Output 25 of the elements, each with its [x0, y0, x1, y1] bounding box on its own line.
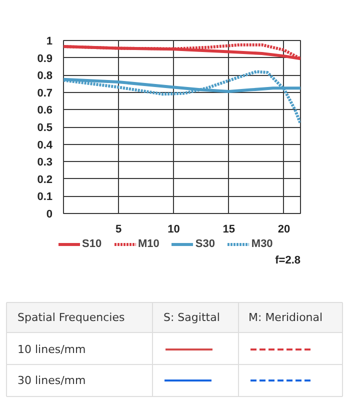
- x-tick-label: 15: [222, 224, 235, 236]
- text: 10 lines/mm: [18, 343, 86, 356]
- x-tick-label: 20: [278, 224, 290, 236]
- y-tick-label: 0.5: [37, 122, 53, 134]
- text: 30 lines/mm: [18, 374, 86, 387]
- y-tick-label: 0.1: [37, 191, 53, 204]
- text: f=2.8: [275, 254, 301, 266]
- y-tick-label: 0.8: [37, 70, 53, 82]
- y-tick-label: 0: [46, 208, 53, 220]
- x-tick-label: 10: [168, 224, 180, 236]
- legend-label: S30: [195, 238, 216, 250]
- y-tick-label: 0.9: [37, 52, 53, 65]
- legend-label: M30: [251, 238, 273, 250]
- y-tick-label: 0.4: [37, 139, 54, 152]
- text: M: Meridional: [248, 311, 323, 324]
- y-tick-label: 0.3: [37, 156, 53, 169]
- y-tick-label: 0.2: [37, 174, 53, 186]
- x-tick-label: 5: [116, 224, 122, 236]
- y-tick-label: 0.7: [37, 87, 53, 100]
- legend-label: M10: [138, 238, 160, 250]
- legend-label: S10: [82, 238, 102, 250]
- y-tick-label: 0.6: [37, 104, 53, 117]
- y-tick-label: 1: [46, 36, 53, 48]
- text: S: Sagittal: [164, 311, 220, 324]
- text: Spatial Frequencies: [18, 311, 126, 324]
